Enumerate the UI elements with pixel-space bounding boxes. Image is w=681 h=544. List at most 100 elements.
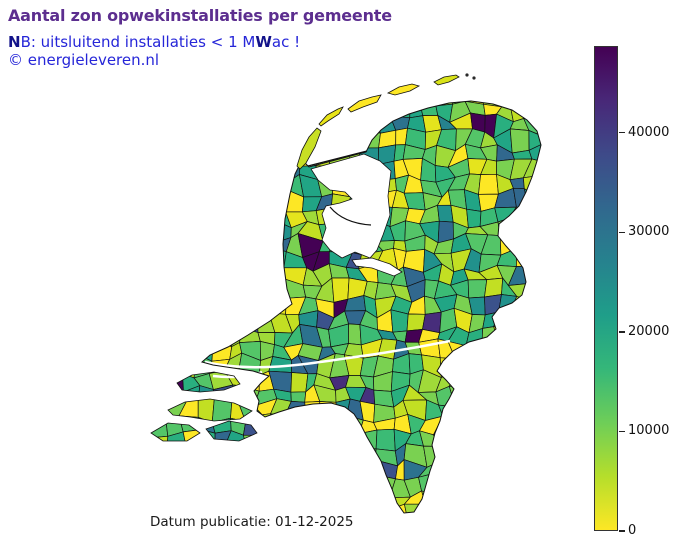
municipality-cell (525, 237, 541, 258)
municipality-cell (154, 132, 169, 153)
municipality-cell (183, 325, 203, 345)
zeeland-outline (150, 422, 201, 442)
municipality-cell (257, 119, 272, 135)
municipality-cell (557, 204, 577, 219)
municipality-cell (558, 144, 577, 163)
municipality-cell (211, 178, 231, 198)
municipality-cell (542, 327, 560, 347)
municipality-cell (238, 206, 262, 227)
municipality-cell (268, 294, 287, 315)
municipality-cell (151, 295, 172, 313)
municipality-cell (239, 292, 262, 312)
municipality-cell (539, 115, 541, 139)
municipality-cell (544, 443, 560, 467)
municipality-cell (255, 280, 273, 299)
municipality-cell (222, 130, 247, 151)
municipality-cell (215, 458, 231, 478)
municipality-cell (514, 338, 527, 359)
municipality-cell (151, 386, 172, 408)
municipality-cell (257, 241, 277, 254)
municipality-cell (225, 162, 247, 179)
municipality-cell (434, 505, 457, 513)
municipality-cell (528, 414, 541, 431)
municipality-cell (527, 210, 541, 219)
zeeland-outline (167, 398, 253, 422)
municipality-mosaic (151, 101, 577, 540)
municipality-cell (463, 402, 486, 421)
mainland-outline (200, 100, 542, 514)
municipality-cell (257, 101, 271, 122)
municipality-cell (466, 506, 487, 513)
municipality-cell (222, 104, 245, 118)
municipality-cell (553, 218, 577, 234)
municipality-cell (526, 443, 541, 468)
municipality-cell (167, 325, 187, 347)
municipality-cell (238, 250, 263, 273)
municipality-cell (275, 443, 292, 469)
municipality-cell (223, 494, 248, 507)
municipality-cell (151, 223, 156, 244)
municipality-cell (151, 248, 154, 270)
municipality-cell (268, 178, 290, 199)
municipality-cell (152, 187, 166, 213)
municipality-cell (153, 144, 168, 169)
municipality-cell (201, 325, 214, 345)
municipality-cell (357, 488, 382, 513)
municipality-cell (209, 145, 230, 168)
municipality-cell (270, 413, 285, 436)
municipality-cell (272, 461, 286, 483)
municipality-cell (209, 329, 233, 348)
note-text-mid: B: uitsluitend installaties < 1 M (20, 33, 256, 51)
municipality-cell (542, 135, 559, 145)
municipality-cell (507, 309, 528, 330)
municipality-cell (215, 190, 231, 211)
municipality-cell (210, 239, 232, 256)
municipality-cell (164, 145, 183, 166)
municipality-cell (359, 112, 382, 134)
municipality-cell (484, 294, 502, 316)
municipality-cell (544, 510, 556, 524)
municipality-cell (543, 218, 558, 238)
municipality-cell (539, 264, 541, 288)
copyright-text: © energieleveren.nl (8, 51, 160, 69)
municipality-cell (164, 172, 186, 191)
municipality-cell (270, 129, 293, 152)
municipality-cell (192, 160, 212, 182)
municipality-cell (243, 271, 264, 288)
municipality-cell (482, 524, 500, 540)
municipality-cell (272, 427, 292, 445)
municipality-cell (184, 101, 203, 118)
municipality-cell (290, 391, 307, 403)
municipality-cell (193, 101, 216, 120)
municipality-cell (151, 448, 169, 463)
municipality-cell (184, 292, 202, 316)
municipality-cell (375, 507, 396, 513)
municipality-cell (478, 445, 498, 464)
municipality-cell (164, 116, 186, 138)
municipality-cell (178, 209, 202, 227)
municipality-cell (151, 461, 169, 482)
river (204, 339, 451, 369)
municipality-cell (419, 101, 439, 107)
municipality-cell (287, 101, 308, 108)
municipality-cell (544, 490, 563, 512)
municipality-cell (497, 217, 511, 238)
municipality-cell (193, 191, 217, 211)
zeeland-outline (176, 371, 241, 393)
municipality-cell (559, 116, 576, 135)
municipality-cell (285, 112, 307, 131)
zeeland-outline (205, 420, 258, 442)
municipality-cell (403, 503, 426, 513)
municipality-cell (390, 519, 411, 538)
municipality-cell (223, 223, 241, 241)
municipality-cell (151, 330, 158, 348)
municipality-cell (151, 477, 167, 498)
municipality-cell (180, 472, 203, 498)
municipality-cell (328, 462, 352, 483)
municipality-cell (523, 174, 541, 198)
municipality-cell (210, 314, 231, 331)
municipality-cell (227, 270, 248, 286)
municipality-cell (553, 234, 573, 258)
municipality-cell (543, 285, 557, 300)
municipality-cell (195, 209, 217, 225)
